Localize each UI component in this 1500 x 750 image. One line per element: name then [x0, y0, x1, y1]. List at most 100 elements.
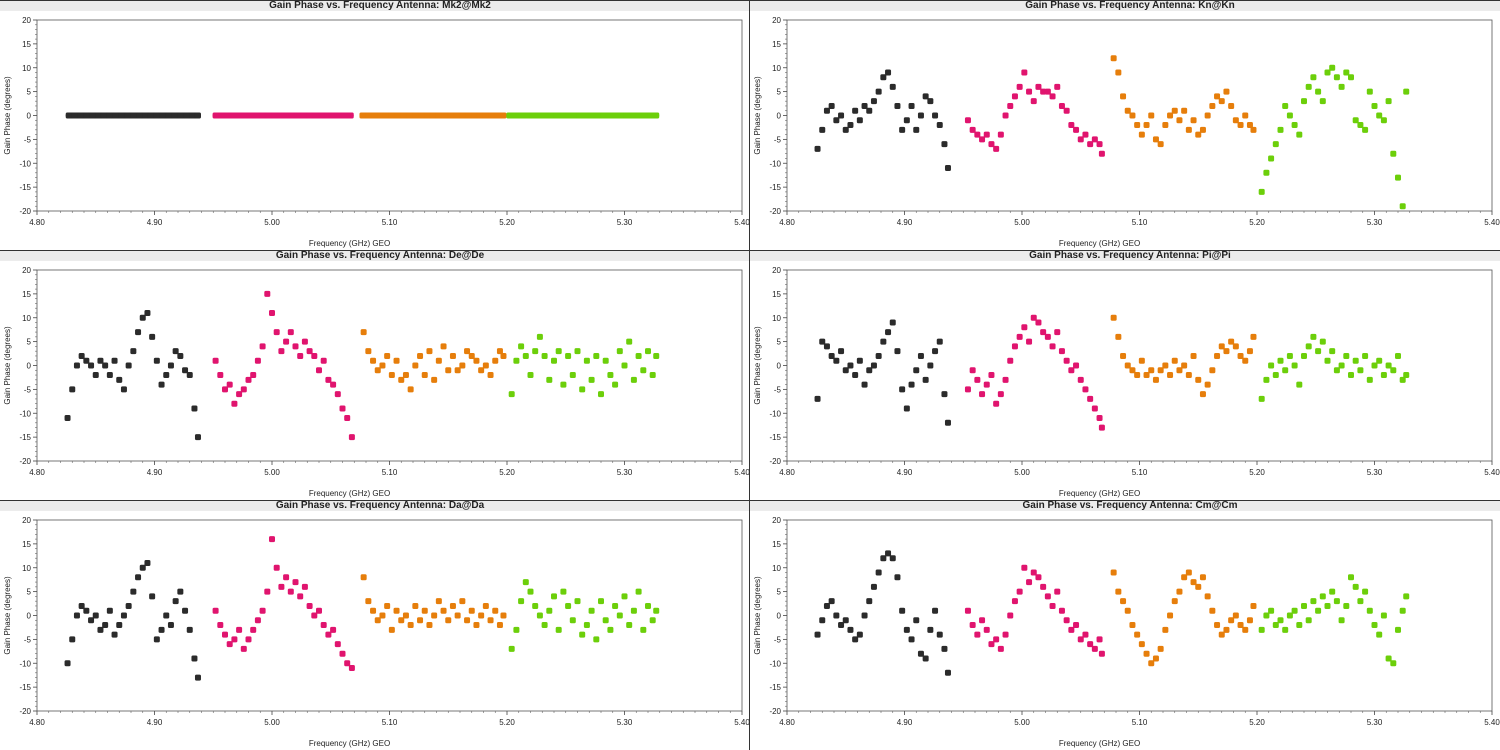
data-point	[374, 367, 381, 374]
data-point	[1376, 357, 1383, 364]
y-tick-label: 15	[22, 540, 31, 549]
plot-area	[786, 19, 1493, 212]
data-point	[653, 352, 660, 359]
y-tick-label: -20	[19, 457, 31, 466]
data-point	[623, 112, 630, 119]
data-point	[1148, 367, 1155, 374]
data-point	[1181, 107, 1188, 114]
data-point	[1250, 126, 1257, 133]
data-point	[1237, 622, 1244, 629]
y-tick-label: 0	[777, 612, 782, 621]
data-point	[1002, 376, 1009, 383]
data-point	[974, 631, 981, 638]
data-point	[1376, 112, 1383, 119]
y-axis-label: Gain Phase (degrees)	[3, 326, 12, 405]
data-point	[1129, 622, 1136, 629]
series-2	[360, 329, 507, 393]
data-point	[388, 112, 395, 119]
data-point	[1329, 588, 1336, 595]
data-point	[1232, 612, 1239, 619]
data-point	[1329, 348, 1336, 355]
data-point	[468, 607, 475, 614]
data-point	[259, 343, 266, 350]
series-2	[359, 112, 507, 119]
data-point	[1030, 569, 1037, 576]
data-point	[1124, 107, 1131, 114]
data-point	[823, 107, 830, 114]
data-point	[240, 645, 247, 652]
data-point	[1077, 136, 1084, 143]
data-point	[819, 126, 826, 133]
data-point	[1049, 93, 1056, 100]
y-tick-label: -5	[24, 135, 32, 144]
data-point	[194, 674, 201, 681]
data-point	[606, 112, 613, 119]
plot-panel-2: Gain Phase vs. Frequency Antenna: De@De 2…	[0, 250, 750, 500]
y-tick-label: 20	[772, 516, 781, 525]
data-point	[1223, 88, 1230, 95]
data-point	[541, 112, 548, 119]
series-3	[1258, 333, 1410, 402]
data-point	[83, 112, 90, 119]
data-point	[828, 352, 835, 359]
data-point	[1315, 607, 1322, 614]
data-point	[1348, 574, 1354, 581]
data-point	[412, 112, 419, 119]
data-point	[236, 112, 243, 119]
data-point	[1035, 574, 1042, 581]
data-point	[265, 112, 272, 119]
data-point	[1007, 102, 1014, 109]
data-point	[1371, 362, 1378, 369]
data-point	[616, 612, 623, 619]
data-point	[1324, 602, 1331, 609]
data-point	[532, 348, 539, 355]
series-1	[212, 290, 355, 441]
series-0	[65, 112, 201, 119]
data-point	[1138, 131, 1145, 138]
data-point	[885, 69, 892, 76]
x-tick-label: 5.00	[1014, 468, 1030, 477]
y-tick-label: -10	[769, 659, 781, 668]
data-point	[1030, 98, 1037, 105]
data-point	[936, 338, 943, 345]
data-point	[922, 655, 929, 662]
data-point	[1044, 88, 1051, 95]
data-point	[1152, 376, 1159, 383]
data-point	[1305, 617, 1312, 624]
x-tick-label: 5.20	[499, 468, 515, 477]
data-point	[969, 367, 976, 374]
data-point	[529, 112, 536, 119]
data-point	[1403, 593, 1410, 600]
data-point	[823, 343, 830, 350]
data-point	[1143, 372, 1150, 379]
data-point	[1011, 343, 1018, 350]
data-point	[348, 665, 355, 672]
data-point	[1176, 117, 1183, 124]
series-2	[1110, 314, 1257, 398]
x-tick-label: 4.80	[29, 468, 45, 477]
y-tick-label: -15	[769, 683, 781, 692]
data-point	[1082, 631, 1089, 638]
data-point	[222, 386, 228, 393]
series-2	[1110, 55, 1257, 148]
data-point	[167, 622, 174, 629]
data-point	[1148, 112, 1155, 119]
data-point	[222, 631, 228, 638]
plot-panel-5: Gain Phase vs. Frequency Antenna: Cm@Cm 2…	[750, 500, 1500, 750]
data-point	[482, 362, 489, 369]
data-point	[454, 367, 461, 374]
data-point	[212, 357, 219, 364]
data-point	[384, 352, 391, 359]
data-point	[306, 112, 313, 119]
plot-panel-3: Gain Phase vs. Frequency Antenna: Pi@Pi 2…	[750, 250, 1500, 500]
data-point	[1091, 405, 1098, 412]
data-point	[120, 386, 127, 393]
data-point	[508, 645, 515, 652]
data-point	[339, 650, 346, 657]
data-point	[388, 626, 395, 633]
data-point	[488, 112, 495, 119]
data-point	[142, 112, 149, 119]
data-point	[1228, 102, 1235, 109]
data-point	[1096, 415, 1103, 422]
data-point	[492, 357, 499, 364]
